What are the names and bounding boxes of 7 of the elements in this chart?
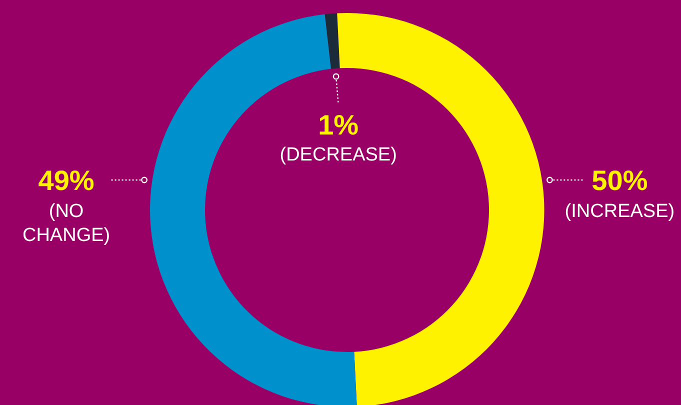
donut-slice <box>324 13 340 69</box>
data-label: 1% <box>318 109 359 140</box>
slice-label: (DECREASE) <box>280 144 397 166</box>
slice-label: (INCREASE) <box>564 201 675 222</box>
data-label: 50% <box>592 165 648 196</box>
data-label: 49% <box>38 165 94 196</box>
slice-label: (NO CHANGE) <box>22 201 110 246</box>
